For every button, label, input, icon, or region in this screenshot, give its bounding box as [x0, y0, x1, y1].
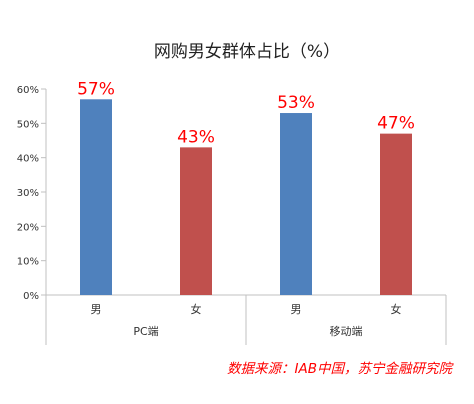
data-label: 57% — [77, 79, 115, 99]
bar — [80, 99, 112, 295]
x-category-label: 男 — [91, 303, 102, 316]
chart-title: 网购男女群体占比（%） — [154, 42, 340, 62]
y-tick-label: 30% — [17, 188, 39, 199]
data-labels: 57% 43% 53% 47% — [77, 79, 415, 147]
y-tick-label: 50% — [17, 119, 39, 130]
bar — [180, 147, 212, 295]
y-tick-label: 10% — [17, 257, 39, 268]
data-label: 53% — [277, 93, 315, 113]
bar — [280, 113, 312, 296]
bar — [380, 133, 412, 295]
y-tick-label: 40% — [17, 154, 39, 165]
data-label: 43% — [177, 127, 215, 147]
axes: 0% 10% 20% 30% 40% 50% 60% 男 女 男 女 PC端 移动端 — [17, 85, 447, 345]
y-tick-label: 0% — [23, 291, 39, 302]
data-label: 47% — [377, 114, 415, 134]
x-category-label: 男 — [291, 303, 302, 316]
x-group-label: 移动端 — [330, 325, 363, 338]
y-tick-label: 60% — [17, 85, 39, 96]
bars — [80, 99, 412, 296]
x-group-label: PC端 — [133, 325, 158, 338]
x-category-label: 女 — [191, 302, 202, 316]
x-category-label: 女 — [391, 302, 402, 316]
source-note: 数据来源：IAB中国，苏宁金融研究院 — [227, 361, 454, 377]
y-tick-label: 20% — [17, 222, 39, 233]
